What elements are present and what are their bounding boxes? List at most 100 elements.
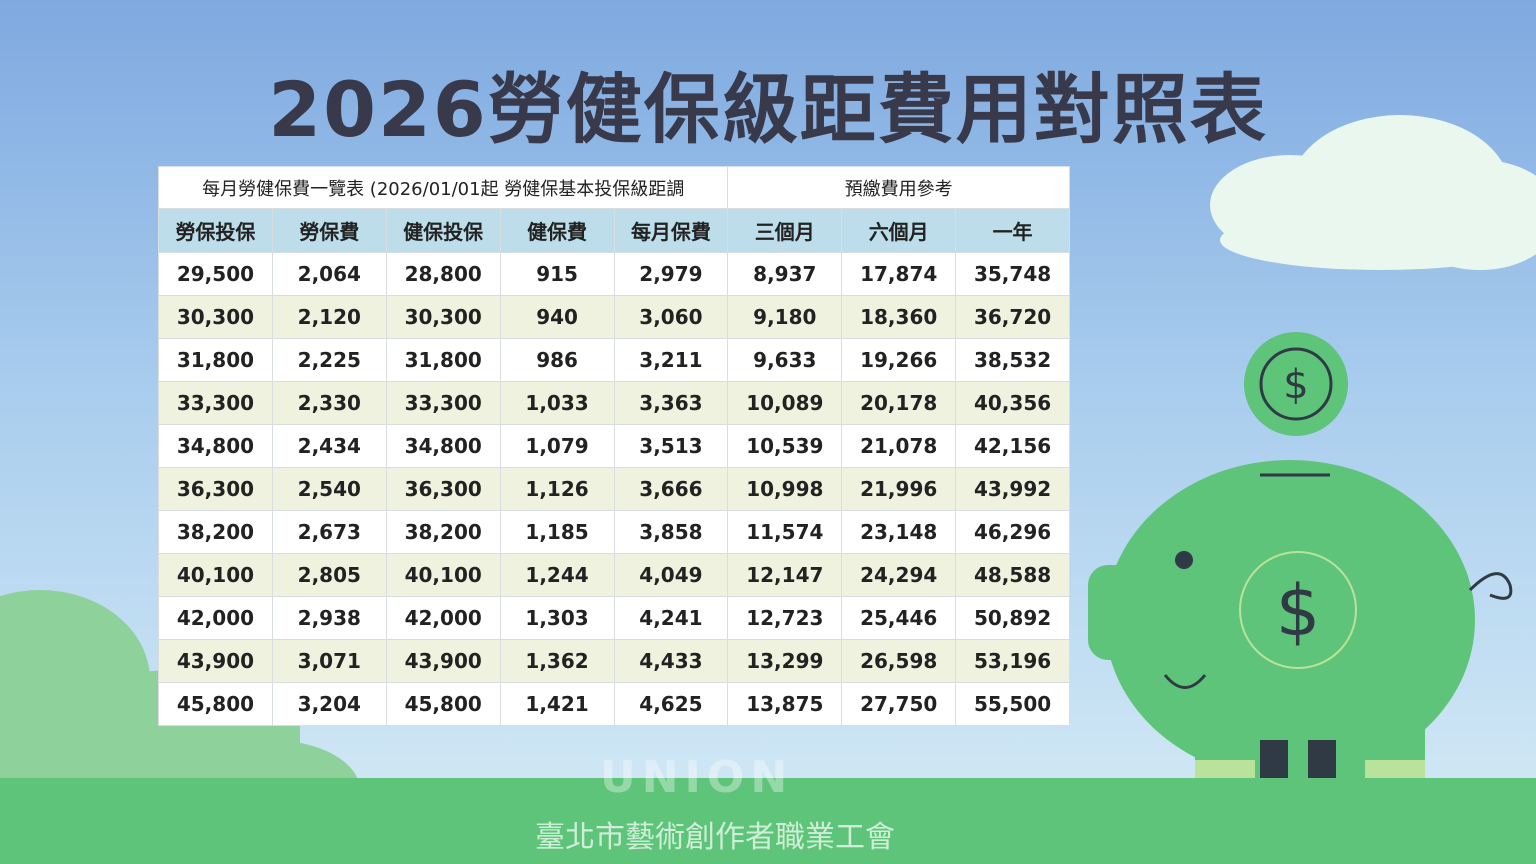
table-cell: 55,500 bbox=[955, 682, 1070, 726]
table-cell: 10,539 bbox=[727, 424, 843, 468]
group-header: 預繳費用參考 bbox=[727, 166, 1070, 209]
table-cell: 25,446 bbox=[841, 596, 957, 640]
table-row: 33,300 2,330 33,300 1,033 3,363 10,089 20,178 4… bbox=[158, 381, 1070, 425]
table-row: 45,800 3,204 45,800 1,421 4,625 13,875 27,750 5… bbox=[158, 682, 1070, 726]
table-cell: 1,362 bbox=[499, 639, 615, 683]
table-cell: 29,500 bbox=[158, 252, 273, 296]
table-cell: 10,089 bbox=[727, 381, 843, 425]
table-cell: 31,800 bbox=[158, 338, 273, 382]
table-cell: 30,300 bbox=[385, 295, 501, 339]
table-cell: 38,200 bbox=[385, 510, 501, 554]
footer: 臺北市藝術創作者職業工會 bbox=[535, 820, 895, 855]
group-header-row: 每月勞健保費一覽表 (2026/01/01起 勞健保基本投保級距調 預繳費用參考 bbox=[157, 166, 1070, 209]
column-header: 一年 bbox=[955, 208, 1070, 253]
table-row: 34,800 2,434 34,800 1,079 3,513 10,539 21,078 4… bbox=[158, 424, 1070, 468]
table-cell: 19,266 bbox=[841, 338, 957, 382]
table-cell: 33,300 bbox=[158, 381, 273, 425]
table-row: 29,500 2,064 28,800 915 2,979 8,937 17,874 35,7… bbox=[158, 252, 1070, 296]
table-cell: 4,433 bbox=[613, 639, 729, 683]
table-cell: 40,356 bbox=[955, 381, 1070, 425]
table-body: 每月勞健保費一覽表 (2026/01/01起 勞健保基本投保級距調 預繳費用參考… bbox=[157, 166, 1070, 726]
table-cell: 34,800 bbox=[158, 424, 273, 468]
table-cell: 2,805 bbox=[271, 553, 387, 597]
table-cell: 2,540 bbox=[271, 467, 387, 511]
table-row: 30,300 2,120 30,300 940 3,060 9,180 18,360 36,7… bbox=[158, 295, 1070, 339]
table-cell: 3,211 bbox=[613, 338, 729, 382]
column-header: 勞保投保 bbox=[158, 208, 273, 253]
piggy-bank: $ $ bbox=[1088, 332, 1513, 780]
table-cell: 3,204 bbox=[271, 682, 387, 726]
table-cell: 12,723 bbox=[727, 596, 843, 640]
table-cell: 2,225 bbox=[271, 338, 387, 382]
column-header: 健保投保 bbox=[385, 208, 501, 253]
table-cell: 18,360 bbox=[841, 295, 957, 339]
table-cell: 38,532 bbox=[955, 338, 1070, 382]
table-cell: 10,998 bbox=[727, 467, 843, 511]
column-header: 勞保費 bbox=[271, 208, 387, 253]
table-cell: 2,064 bbox=[271, 252, 387, 296]
table-row: 43,900 3,071 43,900 1,362 4,433 13,299 26,598 5… bbox=[158, 639, 1070, 683]
table-cell: 48,588 bbox=[955, 553, 1070, 597]
table-row: 36,300 2,540 36,300 1,126 3,666 10,998 21,996 4… bbox=[158, 467, 1070, 511]
table-cell: 34,800 bbox=[385, 424, 501, 468]
title: 2026勞健保級距費用對照表 bbox=[268, 65, 1268, 154]
header-row: 勞保投保 勞保費 健保投保 健保費 每月保費 三個月 六個月 一年 bbox=[158, 208, 1070, 253]
table-cell: 3,060 bbox=[613, 295, 729, 339]
svg-text:$: $ bbox=[1276, 570, 1321, 652]
column-header: 六個月 bbox=[841, 208, 957, 253]
table-cell: 4,241 bbox=[613, 596, 729, 640]
table-row: 31,800 2,225 31,800 986 3,211 9,633 19,266 38,5… bbox=[158, 338, 1070, 382]
table-cell: 3,071 bbox=[271, 639, 387, 683]
column-header: 三個月 bbox=[727, 208, 843, 253]
table-cell: 33,300 bbox=[385, 381, 501, 425]
table-cell: 13,299 bbox=[727, 639, 843, 683]
table-cell: 3,513 bbox=[613, 424, 729, 468]
table-cell: 27,750 bbox=[841, 682, 957, 726]
table-cell: 30,300 bbox=[158, 295, 273, 339]
table-cell: 40,100 bbox=[158, 553, 273, 597]
table-cell: 3,858 bbox=[613, 510, 729, 554]
column-header: 健保費 bbox=[499, 208, 615, 253]
table-cell: 1,185 bbox=[499, 510, 615, 554]
table-cell: 1,244 bbox=[499, 553, 615, 597]
table-cell: 2,120 bbox=[271, 295, 387, 339]
table-cell: 42,156 bbox=[955, 424, 1070, 468]
table-cell: 3,666 bbox=[613, 467, 729, 511]
cloud bbox=[1210, 115, 1536, 270]
ground bbox=[0, 778, 1536, 864]
table-cell: 9,180 bbox=[727, 295, 843, 339]
table-cell: 986 bbox=[499, 338, 615, 382]
table-cell: 2,979 bbox=[613, 252, 729, 296]
fee-table: 每月勞健保費一覽表 (2026/01/01起 勞健保基本投保級距調 預繳費用參考… bbox=[157, 166, 1070, 726]
table-cell: 46,296 bbox=[955, 510, 1070, 554]
table-cell: 43,900 bbox=[158, 639, 273, 683]
table-cell: 31,800 bbox=[385, 338, 501, 382]
table-cell: 36,300 bbox=[158, 467, 273, 511]
table-cell: 1,033 bbox=[499, 381, 615, 425]
table-cell: 20,178 bbox=[841, 381, 957, 425]
table-cell: 940 bbox=[499, 295, 615, 339]
table-cell: 9,633 bbox=[727, 338, 843, 382]
table-cell: 43,900 bbox=[385, 639, 501, 683]
svg-text:$: $ bbox=[1283, 362, 1308, 408]
table-cell: 1,303 bbox=[499, 596, 615, 640]
table-cell: 45,800 bbox=[385, 682, 501, 726]
table-cell: 1,421 bbox=[499, 682, 615, 726]
table-cell: 24,294 bbox=[841, 553, 957, 597]
table-cell: 21,996 bbox=[841, 467, 957, 511]
table-cell: 3,363 bbox=[613, 381, 729, 425]
table-cell: 1,126 bbox=[499, 467, 615, 511]
table-cell: 45,800 bbox=[158, 682, 273, 726]
table-cell: 1,079 bbox=[499, 424, 615, 468]
table-cell: 28,800 bbox=[385, 252, 501, 296]
table-cell: 2,938 bbox=[271, 596, 387, 640]
table-row: 40,100 2,805 40,100 1,244 4,049 12,147 24,294 4… bbox=[158, 553, 1070, 597]
table-cell: 2,330 bbox=[271, 381, 387, 425]
table-cell: 4,049 bbox=[613, 553, 729, 597]
table-cell: 42,000 bbox=[385, 596, 501, 640]
table-cell: 2,434 bbox=[271, 424, 387, 468]
table-cell: 40,100 bbox=[385, 553, 501, 597]
table-cell: 21,078 bbox=[841, 424, 957, 468]
